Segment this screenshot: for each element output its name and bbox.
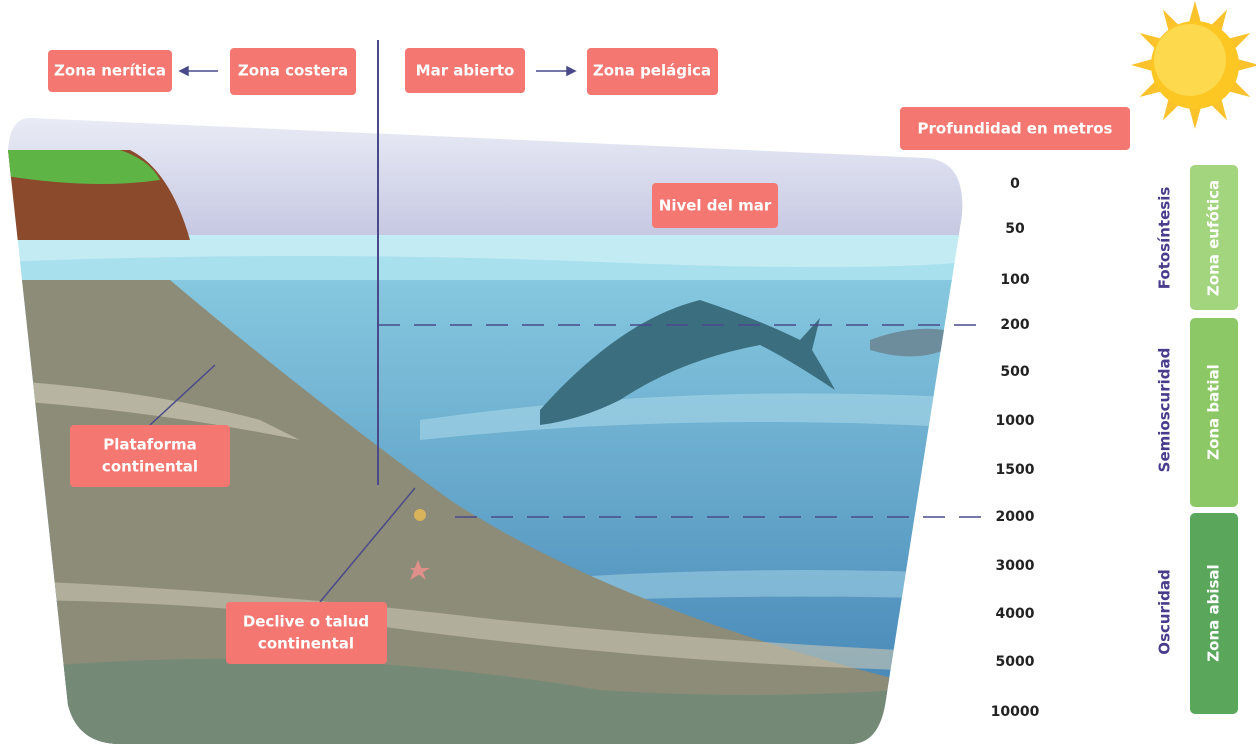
label-box xyxy=(70,425,230,487)
leader-line xyxy=(149,364,216,426)
leader-line xyxy=(319,487,416,603)
zone-label: Zona batial xyxy=(1205,364,1223,460)
depth-label: 4000 xyxy=(996,606,1035,622)
light-label: Oscuridad xyxy=(1156,569,1174,654)
zone-bar xyxy=(1190,513,1238,714)
label-box xyxy=(900,107,1130,150)
sun-ray xyxy=(1188,1,1202,26)
depth-label: 50 xyxy=(1005,221,1025,237)
sea-level: Nivel del mar xyxy=(659,197,772,215)
depth-label: 100 xyxy=(1000,272,1029,288)
label-box xyxy=(226,602,387,664)
label: continental xyxy=(102,458,198,476)
zone-label: Zona abisal xyxy=(1205,564,1223,661)
label: Declive o talud xyxy=(243,613,369,631)
depth-label: 1500 xyxy=(996,462,1035,478)
label-box xyxy=(48,50,172,92)
label-box xyxy=(405,48,525,93)
zone-bar xyxy=(1190,318,1238,507)
sun xyxy=(1131,1,1256,129)
label: Zona nerítica xyxy=(54,62,166,80)
depth-label: 10000 xyxy=(991,704,1040,720)
label-box xyxy=(652,183,778,228)
zone-bar xyxy=(1190,165,1238,310)
ocean-scene xyxy=(8,118,963,744)
sun-ray xyxy=(1188,104,1202,129)
light-label: Semioscuridad xyxy=(1156,348,1174,473)
label-box xyxy=(230,48,356,95)
depth-label: 2000 xyxy=(996,509,1035,525)
zone-label: Zona eufótica xyxy=(1205,180,1223,296)
light-label: Fotosíntesis xyxy=(1156,187,1174,290)
label: Zona pelágica xyxy=(593,62,711,80)
depth-label: 3000 xyxy=(996,558,1035,574)
depth-label: 5000 xyxy=(996,654,1035,670)
depth-label: 0 xyxy=(1010,176,1020,192)
sun-ray xyxy=(1234,58,1256,72)
depth-label: 500 xyxy=(1000,364,1029,380)
label: Plataforma xyxy=(103,436,197,454)
depth-title: Profundidad en metros xyxy=(918,120,1113,138)
label-box xyxy=(587,48,718,95)
depth-label: 200 xyxy=(1000,317,1029,333)
sun-ray xyxy=(1131,58,1156,72)
depth-label: 1000 xyxy=(996,413,1035,429)
arrows xyxy=(178,65,577,77)
label: Zona costera xyxy=(238,62,348,80)
label: Mar abierto xyxy=(416,62,515,80)
label: continental xyxy=(258,635,354,653)
